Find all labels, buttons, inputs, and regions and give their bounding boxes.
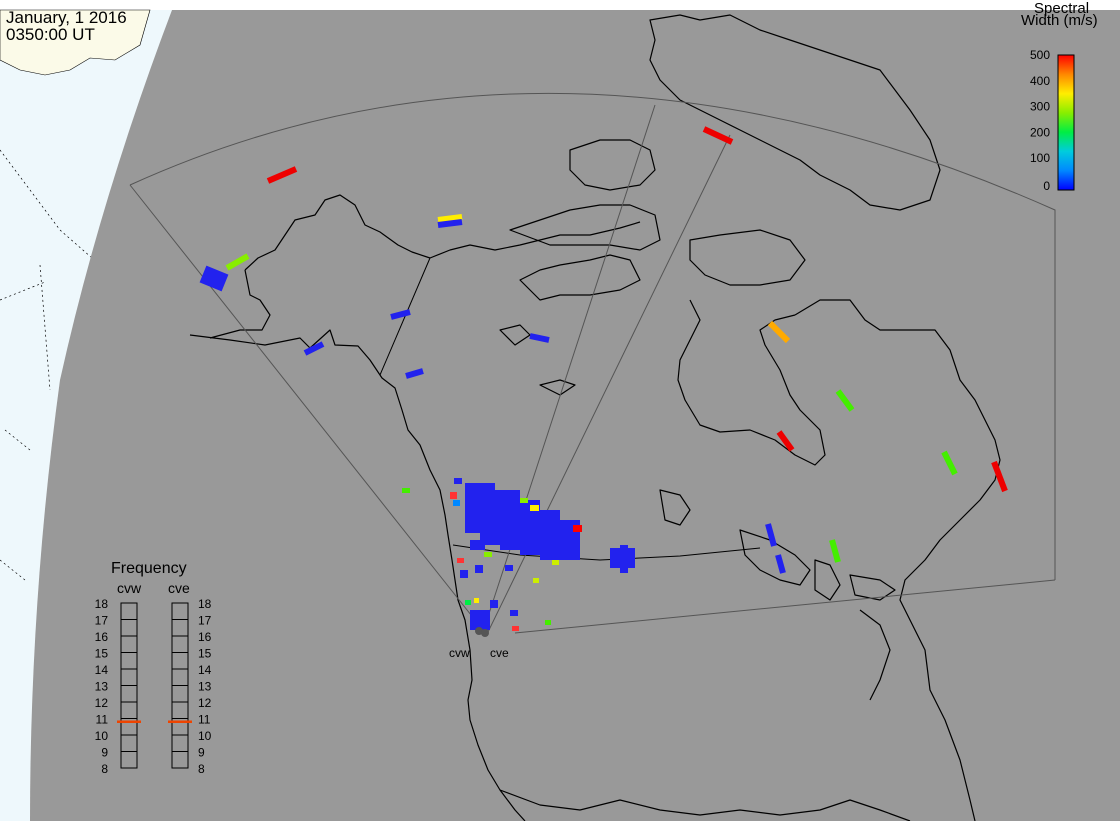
colorbar-gradient bbox=[1057, 54, 1075, 191]
frequency-tick-label: 11 bbox=[198, 713, 211, 727]
colorbar-title-line1: Spectral bbox=[1034, 0, 1090, 17]
colorbar-title-line2: Width (m/s) bbox=[1021, 12, 1098, 29]
time-label: 0350:00 UT bbox=[6, 25, 95, 44]
frequency-tick-label: 9 bbox=[198, 746, 205, 760]
graticule-dotted bbox=[0, 149, 101, 581]
frequency-radar-name: cvw bbox=[117, 580, 142, 596]
frequency-tick-label: 13 bbox=[198, 680, 212, 694]
frequency-tick-label: 11 bbox=[96, 713, 109, 727]
coastlines bbox=[189, 14, 1001, 822]
colorbar-tick-label: 200 bbox=[1030, 125, 1050, 139]
frequency-tick-label: 18 bbox=[95, 597, 109, 611]
data-streaks bbox=[199, 126, 1008, 574]
frequency-tick-label: 14 bbox=[95, 663, 109, 677]
date-label: January, 1 2016 bbox=[6, 8, 127, 27]
night-region bbox=[30, 10, 1120, 821]
frequency-tick-label: 16 bbox=[95, 630, 109, 644]
frequency-tick-label: 10 bbox=[198, 729, 212, 743]
frequency-tick-label: 12 bbox=[95, 696, 109, 710]
frequency-cell bbox=[171, 751, 189, 769]
radar-label-cvw: cvw bbox=[449, 646, 470, 660]
frequency-tick-label: 14 bbox=[198, 663, 212, 677]
radar-site-markers: cvw cve bbox=[449, 627, 509, 660]
frequency-tick-label: 9 bbox=[101, 746, 108, 760]
colorbar-tick-label: 300 bbox=[1030, 100, 1050, 114]
frequency-tick-label: 10 bbox=[95, 729, 109, 743]
frequency-tick-label: 13 bbox=[95, 680, 109, 694]
colorbar-tick-label: 500 bbox=[1030, 48, 1050, 62]
daylight-region bbox=[0, 10, 172, 821]
frequency-tick-label: 16 bbox=[198, 630, 212, 644]
radar-label-cve: cve bbox=[490, 646, 509, 660]
frequency-tick-label: 12 bbox=[198, 696, 212, 710]
frequency-title: Frequency bbox=[111, 560, 187, 577]
spectral-width-data bbox=[199, 126, 1008, 631]
frequency-panel: cvw 18 17 16 15 14 13 12 11 10 9 8 cve 18 17 16 15 14 13 12… bbox=[95, 580, 212, 776]
frequency-tick-label: 15 bbox=[198, 647, 212, 661]
frequency-tick-label: 8 bbox=[101, 762, 108, 776]
frequency-cell bbox=[120, 751, 138, 769]
colorbar-tick-label: 0 bbox=[1043, 179, 1050, 193]
radar-site-cve bbox=[481, 629, 489, 637]
data-points-scattered bbox=[402, 478, 582, 631]
frequency-tick-label: 15 bbox=[95, 647, 109, 661]
daylight-land bbox=[0, 9, 151, 76]
frequency-tick-label: 18 bbox=[198, 597, 212, 611]
frequency-tick-label: 17 bbox=[198, 614, 212, 628]
colorbar: 500 400 300 200 100 0 bbox=[1030, 48, 1075, 193]
frequency-tick-label: 17 bbox=[95, 614, 109, 628]
frequency-tick-label: 8 bbox=[198, 762, 205, 776]
political-borders bbox=[379, 257, 761, 561]
colorbar-tick-label: 400 bbox=[1030, 74, 1050, 88]
frequency-radar-name: cve bbox=[168, 580, 190, 596]
colorbar-tick-label: 100 bbox=[1030, 151, 1050, 165]
